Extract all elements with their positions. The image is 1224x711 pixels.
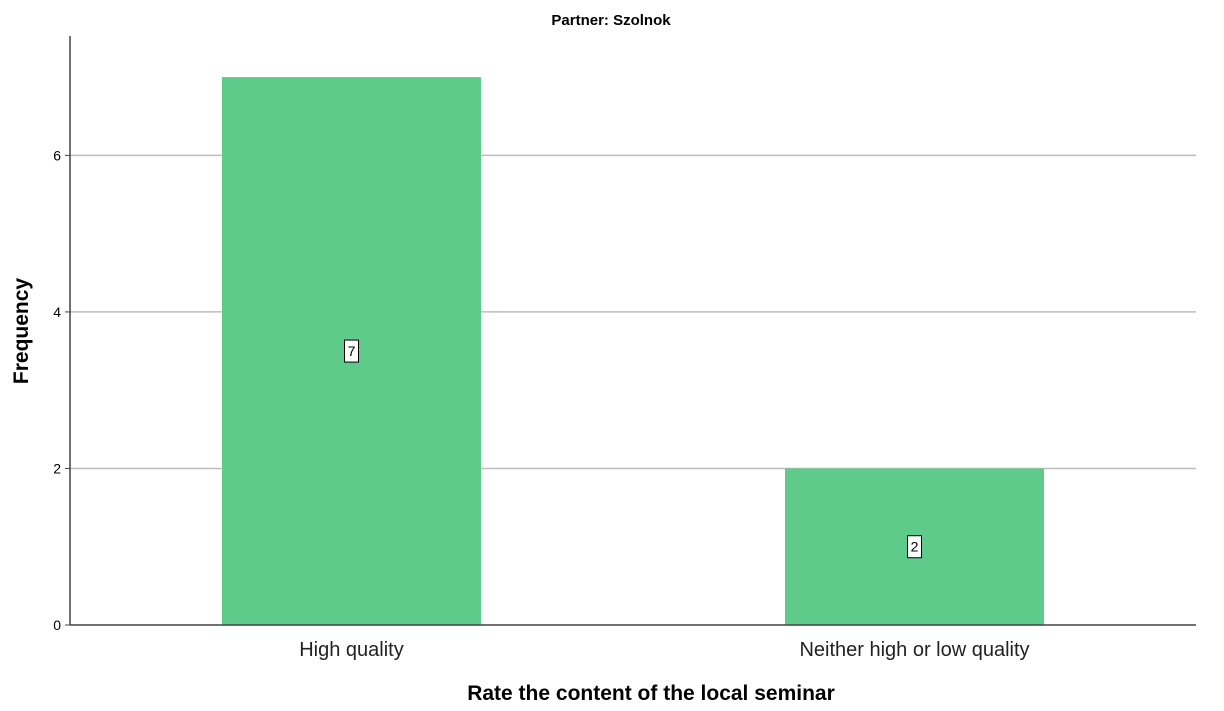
data-label: 2 [911,539,919,555]
x-tick-label: Neither high or low quality [799,639,1029,661]
data-label-box [907,535,922,559]
y-axis-title: Frequency [10,278,33,385]
x-axis-title: Rate the content of the local seminar [467,682,835,705]
y-tick-label: 4 [53,304,61,320]
data-label-box [344,339,359,363]
y-tick-label: 6 [53,147,61,163]
y-tick-label: 0 [53,617,61,633]
data-label: 7 [348,343,356,359]
axes [65,36,1196,626]
chart-title: Partner: Szolnok [551,12,671,29]
y-tick-label: 2 [53,460,61,476]
x-tick-label: High quality [299,639,404,661]
labels: 0 2 4 6 7 High quality 2 Neither high or low qu… [53,147,1029,661]
